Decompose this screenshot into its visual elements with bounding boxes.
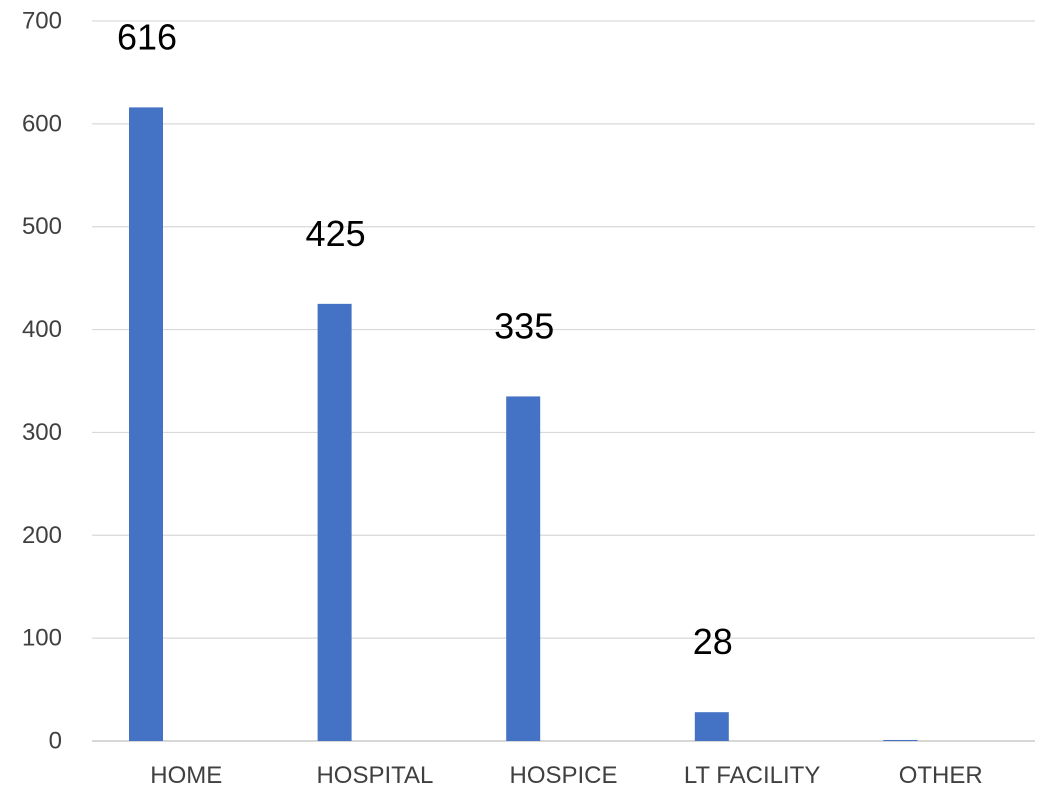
y-tick-label: 600 bbox=[22, 110, 62, 137]
bar-hospital bbox=[317, 303, 352, 741]
bar-lt-facility bbox=[694, 712, 729, 741]
y-tick-label: 400 bbox=[22, 316, 62, 343]
y-tick-label: 700 bbox=[22, 8, 62, 35]
y-tick-label: 100 bbox=[22, 625, 62, 652]
x-tick-label: HOME bbox=[150, 762, 222, 789]
data-label: 28 bbox=[693, 621, 733, 662]
y-tick-label: 0 bbox=[49, 728, 62, 755]
x-tick-label: OTHER bbox=[899, 762, 983, 789]
x-tick-label: HOSPICE bbox=[509, 762, 617, 789]
data-label: 335 bbox=[494, 305, 554, 346]
data-label: 425 bbox=[306, 213, 366, 254]
x-tick-label: HOSPITAL bbox=[316, 762, 433, 789]
bars bbox=[129, 107, 918, 741]
data-labels: 616 425 335 28 bbox=[117, 16, 733, 662]
bar-hospice bbox=[506, 396, 541, 741]
y-tick-label: 300 bbox=[22, 419, 62, 446]
data-label: 616 bbox=[117, 16, 177, 57]
x-axis-tick-labels: HOME HOSPITAL HOSPICE LT FACILITY OTHER bbox=[150, 762, 982, 789]
bar-home bbox=[129, 107, 163, 741]
bar-other bbox=[883, 739, 918, 741]
x-tick-label: LT FACILITY bbox=[684, 762, 821, 789]
y-tick-label: 200 bbox=[22, 522, 62, 549]
y-axis-tick-labels: 0 100 200 300 400 500 600 700 bbox=[22, 8, 62, 755]
gridlines bbox=[92, 20, 1035, 742]
y-tick-label: 500 bbox=[22, 213, 62, 240]
